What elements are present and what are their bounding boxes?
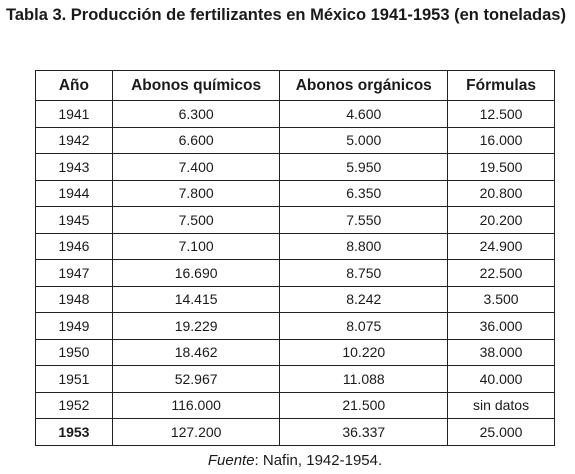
table-cell: 16.690 [111,259,281,287]
table-cell: 1948 [35,285,113,313]
table-cell: 22.500 [447,259,555,287]
table-cell: 25.000 [447,418,555,446]
table-cell: 24.900 [447,232,555,260]
table-cell: 5.950 [279,153,449,181]
header-cell: Fórmulas [447,70,555,101]
header-cell: Abonos químicos [111,70,281,101]
table-cell: 6.300 [111,100,281,128]
table-cell: 20.200 [447,206,555,234]
table-row: 1946 7.100 8.800 24.900 [35,232,555,260]
table-cell: 18.462 [111,338,281,366]
table-row: 1942 6.600 5.000 16.000 [35,126,555,154]
table-cell: 1947 [35,259,113,287]
table-cell: 7.800 [111,179,281,207]
table-cell: 1949 [35,312,113,340]
table-cell: 8.750 [279,259,449,287]
table-cell: 36.000 [447,312,555,340]
header-row: Año Abonos químicos Abonos orgánicos Fórmul… [35,70,555,101]
table-cell: 1951 [35,365,113,393]
table-cell: 36.337 [279,418,449,446]
table-cell: 1942 [35,126,113,154]
table-cell: 7.100 [111,232,281,260]
table-cell: 1943 [35,153,113,181]
table-row: 1948 14.415 8.242 3.500 [35,285,555,313]
table-row: 1945 7.500 7.550 20.200 [35,206,555,234]
table-cell: 20.800 [447,179,555,207]
table-cell: 7.500 [111,206,281,234]
table-cell: 1950 [35,338,113,366]
table-cell: 3.500 [447,285,555,313]
table-cell: 16.000 [447,126,555,154]
table-cell: 21.500 [279,391,449,419]
table-cell: 1944 [35,179,113,207]
table-cell: 8.075 [279,312,449,340]
table-row: 1953 127.200 36.337 25.000 [35,418,555,446]
header-cell: Abonos orgánicos [279,70,449,101]
data-table: Año Abonos químicos Abonos orgánicos Fórmul… [35,70,555,446]
table-row: 1952 116.000 21.500 sin datos [35,391,555,419]
table-row: 1950 18.462 10.220 38.000 [35,338,555,366]
table-cell: 19.500 [447,153,555,181]
table-cell: 1941 [35,100,113,128]
table-cell: 1952 [35,391,113,419]
table-row: 1944 7.800 6.350 20.800 [35,179,555,207]
table-cell: 116.000 [111,391,281,419]
table-cell: 7.400 [111,153,281,181]
table-cell: 8.242 [279,285,449,313]
table-cell: 8.800 [279,232,449,260]
table-cell: sin datos [447,391,555,419]
table-row: 1951 52.967 11.088 40.000 [35,365,555,393]
table-cell: 40.000 [447,365,555,393]
table-cell: 19.229 [111,312,281,340]
table-cell: 127.200 [111,418,281,446]
table-row: 1947 16.690 8.750 22.500 [35,259,555,287]
table-body: 1941 6.300 4.600 12.500 1942 6.600 5.000 16.000… [35,100,555,446]
source-text: : Nafin, 1942-1954. [254,452,383,469]
table-cell: 14.415 [111,285,281,313]
table-cell: 52.967 [111,365,281,393]
table-cell: 11.088 [279,365,449,393]
table-cell: 12.500 [447,100,555,128]
table-cell: 4.600 [279,100,449,128]
table-cell: 10.220 [279,338,449,366]
table-row: 1943 7.400 5.950 19.500 [35,153,555,181]
table-cell: 6.350 [279,179,449,207]
header-cell: Año [35,70,113,101]
table-cell: 5.000 [279,126,449,154]
table-cell: 1946 [35,232,113,260]
source-note: Fuente: Nafin, 1942-1954. [0,452,575,469]
table-cell: 1953 [35,418,113,446]
table-cell: 38.000 [447,338,555,366]
table-title: Tabla 3. Producción de fertilizantes en … [6,6,566,24]
table-cell: 6.600 [111,126,281,154]
table-cell: 1945 [35,206,113,234]
table-cell: 7.550 [279,206,449,234]
source-label: Fuente [207,452,255,469]
table-row: 1949 19.229 8.075 36.000 [35,312,555,340]
table-row: 1941 6.300 4.600 12.500 [35,100,555,128]
